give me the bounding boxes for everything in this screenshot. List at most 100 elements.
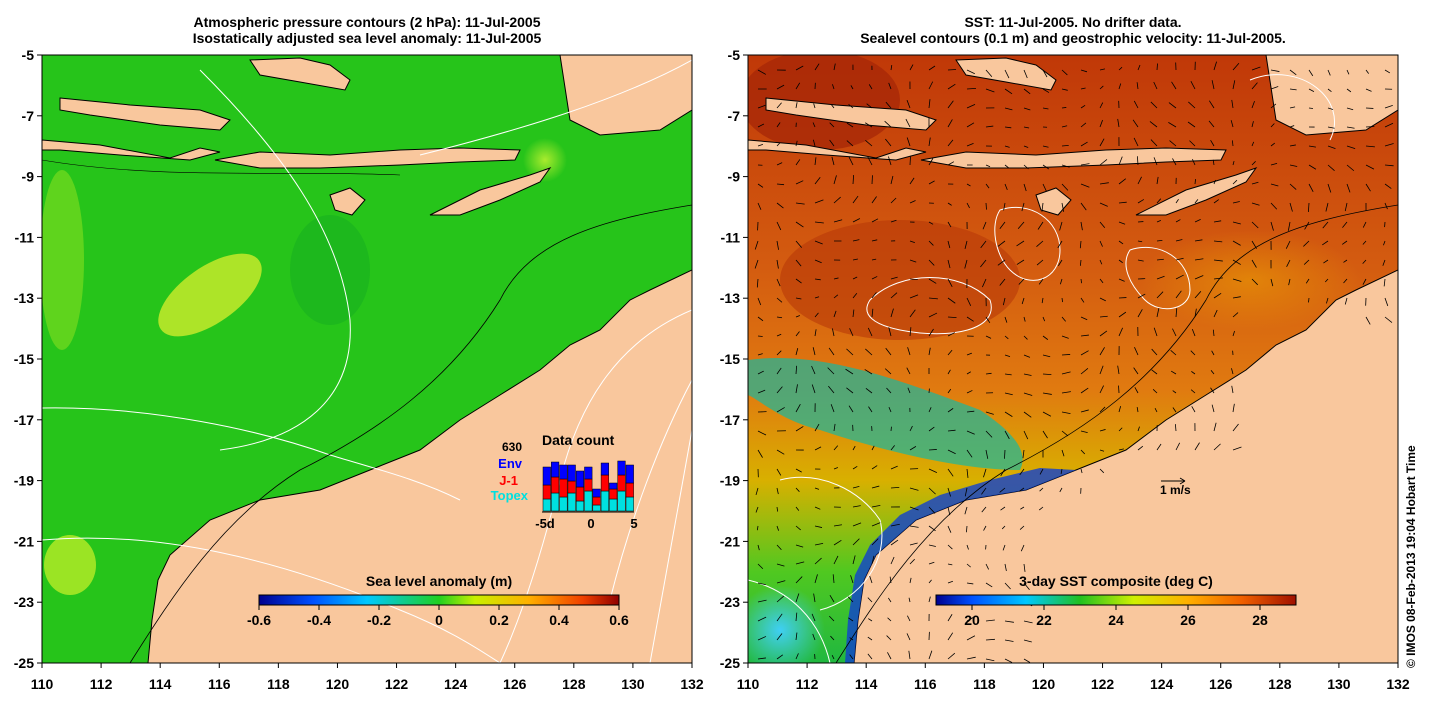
velocity-arrow [947,161,955,166]
velocity-arrow [848,617,854,622]
velocity-arrow [928,312,938,318]
velocity-arrow [757,370,764,375]
velocity-arrow [776,162,783,166]
velocity-arrow [1099,85,1104,90]
velocity-arrow [1023,107,1031,111]
right-ytick-label: -25 [720,655,740,671]
velocity-arrow [909,487,919,491]
velocity-scale-label: 1 m/s [1160,483,1191,497]
velocity-arrow [1270,123,1275,128]
velocity-arrow [909,259,917,263]
velocity-arrow [1137,445,1144,451]
velocity-arrow [1023,316,1026,322]
velocity-arrow [1042,164,1050,170]
velocity-arrow [795,593,800,603]
left-title-line1: Atmospheric pressure contours (2 hPa): 1… [193,14,541,30]
velocity-arrow [906,99,911,109]
right-xtick-label: 114 [855,676,878,692]
left-map-axes: 110 112 114 116 118 120 122 124 126 128 130 132 -5 -7… [14,47,704,692]
velocity-arrow [1080,183,1090,188]
velocity-arrow [1289,144,1296,147]
velocity-arrow [928,407,932,413]
velocity-arrow [1194,239,1203,242]
velocity-arrow [890,197,897,204]
velocity-arrow [947,449,956,455]
histogram-bar-env [559,464,568,480]
velocity-arrow [757,544,760,551]
velocity-arrow [1384,164,1394,167]
right-xtick-label: 132 [1386,676,1410,692]
velocity-arrow [909,425,913,432]
velocity-arrow [832,84,835,90]
velocity-arrow [966,69,975,75]
data-count-title: Data count [542,432,615,448]
velocity-arrow [947,202,952,206]
velocity-arrow [928,347,931,356]
velocity-arrow [1232,423,1239,432]
left-xtick-label: 132 [680,676,704,692]
velocity-arrow [966,468,969,478]
velocity-arrow [928,65,936,71]
velocity-arrow [1004,620,1014,623]
velocity-arrow [1232,62,1240,71]
left-ytick-label: -15 [14,351,34,367]
velocity-arrow [1020,506,1025,510]
velocity-arrow [907,387,911,394]
velocity-arrow [928,278,937,284]
velocity-arrow [1308,88,1315,92]
velocity-arrow [1232,446,1242,451]
velocity-arrow [1251,240,1257,249]
velocity-arrow [1175,239,1183,242]
velocity-arrow [1042,373,1052,375]
velocity-arrow [795,278,802,284]
velocity-arrow [1384,202,1388,210]
velocity-arrow [1156,258,1164,261]
velocity-arrow [1080,202,1087,211]
velocity-arrow [966,183,971,187]
velocity-arrow [1099,182,1109,185]
velocity-arrow [928,137,931,147]
velocity-arrow [1041,202,1044,212]
velocity-arrow [947,429,956,432]
velocity-arrow [1156,291,1164,299]
velocity-arrow [909,446,917,451]
velocity-arrow [795,544,804,548]
velocity-arrow [947,332,955,337]
velocity-arrow [1231,99,1234,109]
velocity-arrow [1099,159,1108,166]
velocity-arrow [909,542,918,546]
velocity-arrow [795,525,801,531]
velocity-arrow [1194,275,1204,280]
velocity-arrow [985,335,992,339]
velocity-arrow [795,140,798,147]
velocity-arrow [1042,88,1050,93]
velocity-arrow [1133,100,1139,109]
velocity-arrow [1099,221,1106,229]
sealevel-contour-4 [779,476,883,611]
right-xtick-label: 128 [1268,676,1292,692]
velocity-arrow [795,297,802,300]
velocity-arrow [1251,121,1254,128]
velocity-arrows [754,61,1394,663]
velocity-arrow [1136,407,1139,413]
right-xtick-label: 120 [1032,676,1056,692]
velocity-arrow [928,297,938,300]
velocity-arrow [1023,69,1028,79]
left-xtick-label: 126 [503,676,527,692]
velocity-arrow [1023,563,1026,572]
velocity-arrow [1343,259,1348,263]
velocity-arrow [1308,297,1310,303]
velocity-arrow [1099,68,1106,71]
velocity-arrow [1211,80,1215,90]
histogram-bar-topex [575,500,585,512]
velocity-arrow [852,505,861,508]
velocity-arrow [846,122,854,128]
velocity-arrow [1189,140,1196,147]
left-title-line2: Isostatically adjusted sea level anomaly… [192,30,542,46]
velocity-arrow [1156,308,1160,318]
velocity-arrow [928,596,931,603]
velocity-arrow [1156,198,1162,204]
velocity-arrow [928,81,934,90]
velocity-arrow [1057,240,1063,249]
velocity-arrow [1232,278,1242,282]
